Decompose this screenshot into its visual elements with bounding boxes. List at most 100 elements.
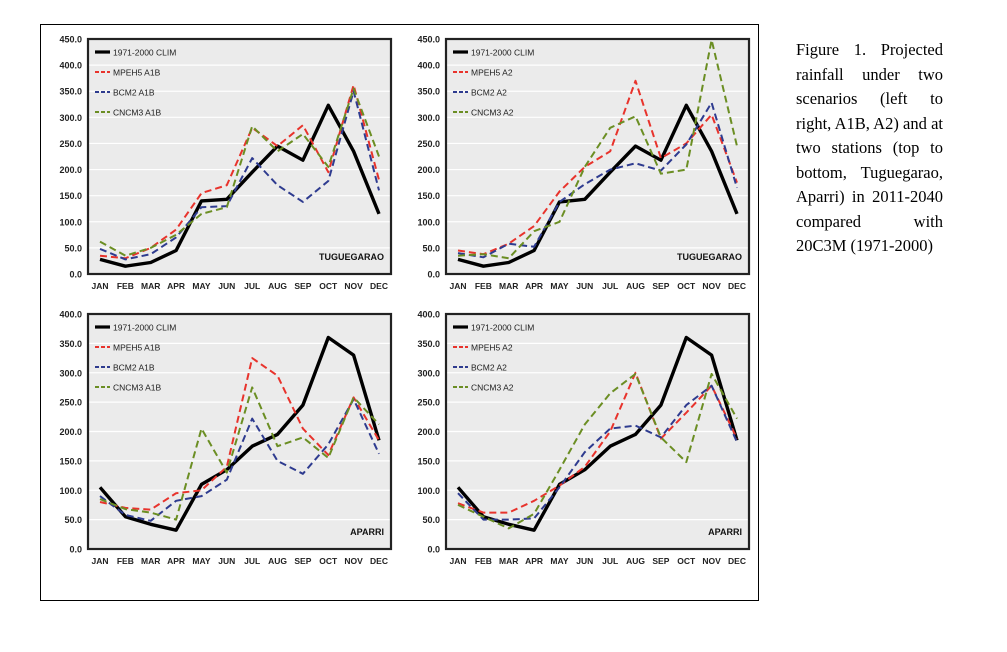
- x-tick-label: FEB: [475, 556, 492, 566]
- x-tick-label: MAR: [141, 556, 160, 566]
- y-tick-label: 300.0: [417, 113, 440, 123]
- y-tick-label: 100.0: [417, 217, 440, 227]
- x-tick-label: AUG: [268, 556, 287, 566]
- station-label: APARRI: [350, 527, 384, 537]
- x-tick-label: MAY: [192, 556, 210, 566]
- x-tick-label: JUL: [244, 281, 260, 291]
- plot-frame: [86, 37, 393, 276]
- x-tick-label: MAR: [499, 281, 518, 291]
- chart-svg: 0.0 50.0 100.0 150.0 200.0 250.0 300.0 350.0 400…: [59, 310, 393, 566]
- legend-label: CNCM3 A1B: [113, 108, 162, 118]
- x-tick-label: MAR: [499, 556, 518, 566]
- x-tick-label: JUN: [218, 281, 235, 291]
- chart-panel-aparri-a1b: 0.0 50.0 100.0 150.0 200.0 250.0 300.0 350.0 400…: [42, 304, 398, 574]
- x-tick-label: JUN: [576, 281, 593, 291]
- figure-frame: 0.0 50.0 100.0 150.0 200.0 250.0 300.0 350.0 400…: [40, 24, 759, 601]
- y-tick-label: 50.0: [64, 243, 82, 253]
- y-tick-label: 350.0: [417, 87, 440, 97]
- y-tick-label: 400.0: [59, 310, 82, 320]
- legend-label: MPEH5 A1B: [113, 343, 161, 353]
- plot-frame: [86, 312, 393, 551]
- x-tick-label: JAN: [449, 281, 466, 291]
- station-label: TUGUEGARAO: [677, 252, 742, 262]
- legend: 1971-2000 CLIM MPEH5 A2 BCM2 A2 CNCM3 A2: [453, 48, 534, 118]
- y-tick-label: 200.0: [59, 165, 82, 175]
- plot-frame: [444, 37, 751, 276]
- y-tick-label: 50.0: [422, 243, 440, 253]
- y-tick-label: 250.0: [417, 398, 440, 408]
- x-tick-label: JUL: [602, 556, 618, 566]
- chart-svg: 0.0 50.0 100.0 150.0 200.0 250.0 300.0 350.0 400…: [59, 35, 393, 291]
- x-tick-label: OCT: [319, 281, 338, 291]
- legend-label: MPEH5 A2: [471, 343, 513, 353]
- y-tick-label: 100.0: [59, 217, 82, 227]
- series-line-clim: [457, 103, 739, 268]
- x-tick-label: OCT: [677, 556, 696, 566]
- x-tick-label: NOV: [702, 556, 721, 566]
- figure-caption: Figure 1. Projected rainfall under two s…: [796, 40, 943, 255]
- x-tick-label: APR: [167, 556, 185, 566]
- series-line-clim: [456, 335, 739, 532]
- x-tick-label: JAN: [449, 556, 466, 566]
- station-label: APARRI: [708, 527, 742, 537]
- legend: 1971-2000 CLIM MPEH5 A1B BCM2 A1B CNCM3 A1B: [95, 323, 176, 393]
- series-line-bcm2: [457, 101, 738, 259]
- x-tick-label: JUN: [218, 556, 235, 566]
- legend-label: 1971-2000 CLIM: [113, 48, 176, 58]
- y-tick-label: 450.0: [417, 35, 440, 45]
- y-tick-label: 150.0: [417, 456, 440, 466]
- legend-label: MPEH5 A2: [471, 68, 513, 78]
- x-tick-label: FEB: [117, 281, 134, 291]
- y-tick-label: 50.0: [64, 515, 82, 525]
- legend-label: MPEH5 A1B: [113, 68, 161, 78]
- series-line-cncm3: [457, 372, 738, 530]
- x-tick-label: NOV: [344, 281, 363, 291]
- y-tick-label: 150.0: [417, 191, 440, 201]
- x-tick-label: OCT: [677, 281, 696, 291]
- x-tick-label: SEP: [652, 556, 669, 566]
- y-tick-label: 400.0: [417, 310, 440, 320]
- x-tick-label: AUG: [626, 556, 645, 566]
- chart-svg: 0.0 50.0 100.0 150.0 200.0 250.0 300.0 350.0 400…: [417, 310, 751, 566]
- series-line-bcm2: [457, 384, 738, 521]
- legend-label: BCM2 A1B: [113, 88, 155, 98]
- x-tick-label: DEC: [370, 281, 388, 291]
- x-tick-label: MAY: [192, 281, 210, 291]
- y-tick-label: 0.0: [69, 270, 82, 280]
- plot-frame: [444, 312, 751, 551]
- y-tick-label: 250.0: [59, 398, 82, 408]
- y-tick-label: 200.0: [417, 165, 440, 175]
- legend-label: CNCM3 A2: [471, 108, 514, 118]
- y-tick-label: 400.0: [59, 61, 82, 71]
- x-tick-label: MAR: [141, 281, 160, 291]
- legend-label: 1971-2000 CLIM: [471, 323, 534, 333]
- y-tick-label: 250.0: [59, 139, 82, 149]
- y-tick-label: 250.0: [417, 139, 440, 149]
- x-tick-label: FEB: [117, 556, 134, 566]
- plot-area: [446, 39, 749, 274]
- x-tick-label: NOV: [702, 281, 721, 291]
- y-tick-label: 200.0: [59, 427, 82, 437]
- y-tick-label: 0.0: [427, 270, 440, 280]
- y-tick-label: 200.0: [417, 427, 440, 437]
- y-tick-label: 300.0: [59, 368, 82, 378]
- legend-label: CNCM3 A1B: [113, 383, 162, 393]
- legend: 1971-2000 CLIM MPEH5 A1B BCM2 A1B CNCM3 A1B: [95, 48, 176, 118]
- legend-label: BCM2 A1B: [113, 363, 155, 373]
- x-tick-label: SEP: [294, 556, 311, 566]
- y-tick-label: 50.0: [422, 515, 440, 525]
- y-tick-label: 100.0: [59, 486, 82, 496]
- series-line-bcm2: [99, 398, 380, 522]
- y-tick-label: 0.0: [427, 545, 440, 555]
- series-line-cncm3: [99, 386, 380, 521]
- chart-panel-tuguegarao-a1b: 0.0 50.0 100.0 150.0 200.0 250.0 300.0 350.0 400…: [42, 29, 398, 299]
- x-tick-label: FEB: [475, 281, 492, 291]
- x-tick-label: APR: [525, 556, 543, 566]
- series-line-cncm3: [457, 39, 738, 260]
- series-line-clim: [98, 335, 381, 532]
- x-tick-label: JUL: [244, 556, 260, 566]
- y-tick-label: 300.0: [59, 113, 82, 123]
- series-line-bcm2: [99, 90, 380, 261]
- x-tick-label: NOV: [344, 556, 363, 566]
- y-tick-label: 400.0: [417, 61, 440, 71]
